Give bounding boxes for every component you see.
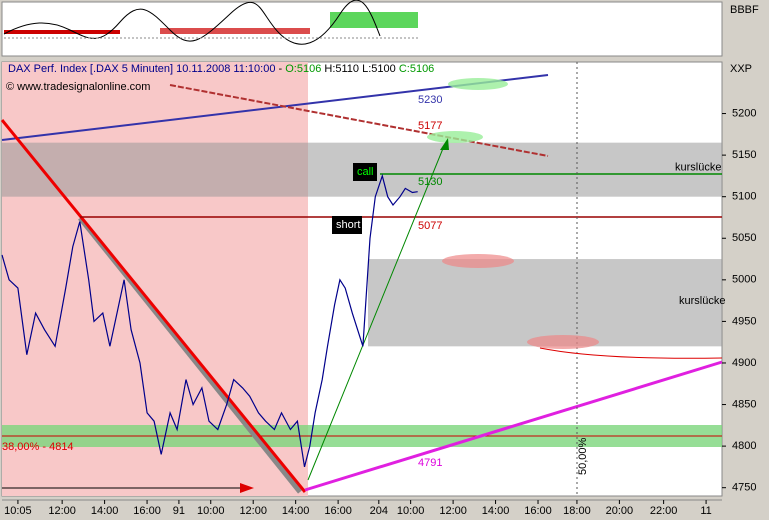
trend-line <box>78 216 302 494</box>
trend-line <box>169 84 549 157</box>
annotation: 5077 <box>418 220 442 232</box>
indicator-bars <box>330 12 418 28</box>
low: L:5100 <box>362 63 396 75</box>
x-tick-label: 12:00 <box>48 505 76 517</box>
zone-label: kurslücke <box>675 162 721 174</box>
annotation: 5177 <box>418 120 442 132</box>
trend-line <box>0 119 307 493</box>
y-tick-label: 4800 <box>732 440 756 452</box>
x-tick-label: 204 <box>370 505 388 517</box>
separator: - <box>279 63 283 75</box>
label-box <box>332 216 362 234</box>
x-tick-label: 10:00 <box>397 505 425 517</box>
x-tick-label: 91 <box>173 505 185 517</box>
x-tick-label: 11 <box>700 505 711 517</box>
annotation: call <box>357 166 374 178</box>
x-tick-label: 18:00 <box>563 505 591 517</box>
x-tick-label: 14:00 <box>91 505 119 517</box>
datetime: 10.11.2008 11:10:00 <box>176 63 275 75</box>
open: O:5106 <box>285 63 321 75</box>
close: C:5106 <box>399 63 434 75</box>
price-line <box>1 173 418 468</box>
y-tick-label: 4850 <box>732 398 756 410</box>
y-tick-label: 4750 <box>732 482 756 494</box>
y-tick-label: 5050 <box>732 232 756 244</box>
instrument: DAX Perf. Index [.DAX 5 Minuten] <box>8 63 173 75</box>
x-tick-label: 10:05 <box>4 505 32 517</box>
trend-line <box>304 360 723 492</box>
y-tick-label: 5000 <box>732 274 756 286</box>
x-tick-label: 12:00 <box>239 505 267 517</box>
target-ellipse <box>442 254 514 268</box>
indicator-panel <box>1 1 723 57</box>
axis-name: XXP <box>730 63 752 75</box>
x-tick-label: 16:00 <box>524 505 552 517</box>
x-tick-label: 12:00 <box>439 505 467 517</box>
annotation: 5130 <box>418 176 442 188</box>
target-ellipse <box>527 335 599 349</box>
x-tick-label: 16:00 <box>324 505 352 517</box>
annotation: 38,00% - 4814 <box>2 441 74 453</box>
curve <box>539 347 723 359</box>
header: DAX Perf. Index [.DAX 5 Minuten] 10.11.2… <box>8 63 434 75</box>
annotation: 50,00% <box>577 437 589 475</box>
x-tick-label: 10:00 <box>197 505 225 517</box>
y-tick-label: 5150 <box>732 149 756 161</box>
indicator-line <box>3 0 381 45</box>
label-box <box>353 163 377 181</box>
indicator-bars <box>160 28 310 34</box>
indicator-bars <box>4 30 120 34</box>
arrow-head <box>440 138 449 150</box>
x-tick-label: 22:00 <box>650 505 678 517</box>
x-tick-label: 14:00 <box>482 505 510 517</box>
zone-label: kurslücke <box>679 295 725 307</box>
panel-name: BBBF <box>730 4 759 16</box>
x-tick-label: 16:00 <box>133 505 161 517</box>
y-tick-label: 4950 <box>732 315 756 327</box>
arrow-head <box>240 483 254 493</box>
x-tick-label: 14:00 <box>282 505 310 517</box>
arrow <box>307 145 445 481</box>
annotation: 4791 <box>418 457 442 469</box>
high: H:5110 <box>324 63 359 75</box>
y-tick-label: 5200 <box>732 107 756 119</box>
target-ellipse <box>448 78 508 90</box>
y-tick-label: 4900 <box>732 357 756 369</box>
target-ellipse <box>427 131 483 143</box>
gap-zone <box>368 259 722 347</box>
x-tick-label: 20:00 <box>606 505 634 517</box>
annotation: 5230 <box>418 94 442 106</box>
copyright: © www.tradesignalonline.com <box>6 81 150 93</box>
annotation: short <box>336 219 360 231</box>
y-tick-label: 5100 <box>732 191 756 203</box>
